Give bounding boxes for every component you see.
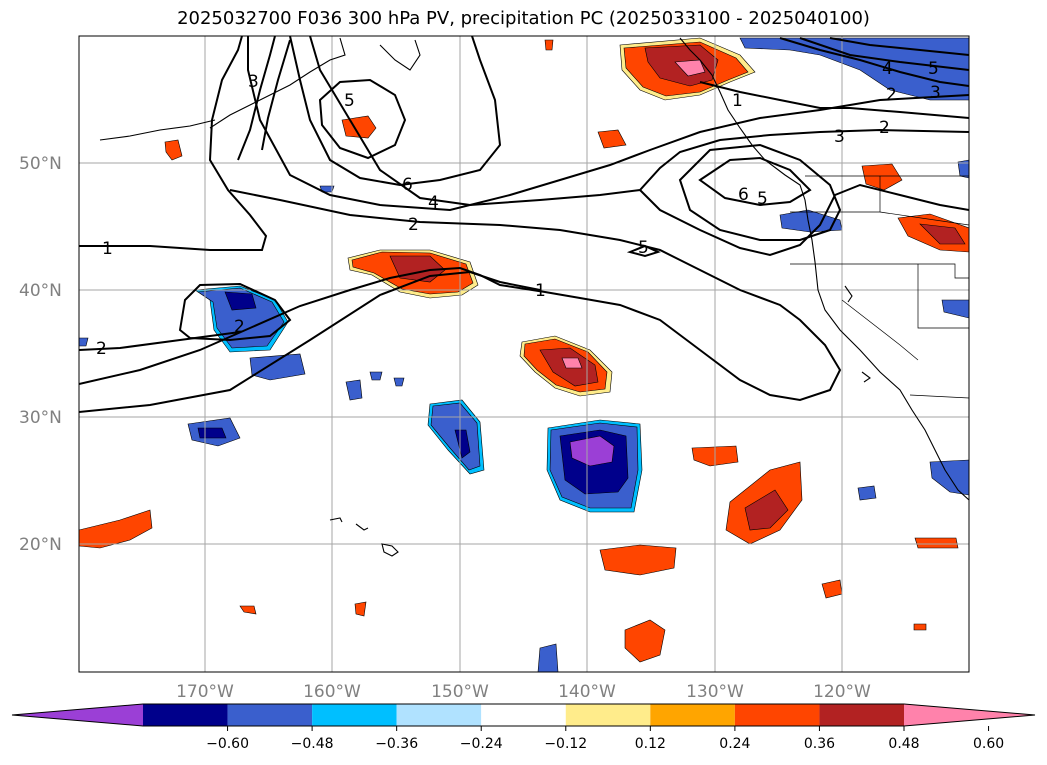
colorbar-tick-label: 0.48 [888, 736, 919, 752]
colorbar-segment [312, 704, 397, 726]
contour-label: 1 [102, 239, 113, 259]
colorbar-segment [143, 704, 228, 726]
lon-label: 140°W [558, 682, 616, 702]
contour-label: 2 [408, 215, 419, 235]
colorbar-tick-label: −0.60 [206, 736, 249, 752]
contour-label: 3 [834, 127, 845, 147]
lon-label: 130°W [686, 682, 744, 702]
lat-label: 30°N [19, 408, 62, 428]
lon-label: 170°W [176, 682, 234, 702]
colorbar-segment [481, 704, 566, 726]
colorbar-tick-label: −0.36 [375, 736, 418, 752]
contour-label: 2 [879, 118, 890, 138]
contour-label: 5 [757, 189, 768, 209]
lat-label: 50°N [19, 154, 62, 174]
lon-label: 150°W [431, 682, 489, 702]
colorbar-segment [819, 704, 904, 726]
colorbar-tick-label: −0.12 [544, 736, 587, 752]
contour-label: 3 [930, 83, 941, 103]
lon-label: 160°W [303, 682, 361, 702]
colorbar-tick-label: −0.48 [291, 736, 334, 752]
colorbar-tick-label: 0.24 [719, 736, 750, 752]
colorbar-segment [396, 704, 482, 726]
contour-label: 6 [402, 175, 413, 195]
colorbar-tick-label: 0.36 [804, 736, 835, 752]
pv-contour-labels: 3 5 6 4 2 1 2 2 1 3 2 4 5 2 3 6 5 5 1 [96, 59, 941, 359]
colorbar-extend-low [12, 704, 143, 726]
contour-label: 5 [344, 91, 355, 111]
contour-label: 2 [886, 85, 897, 105]
colorbar-tick-label: 0.60 [973, 736, 1004, 752]
contour-label: 5 [638, 238, 649, 258]
colorbar-segment [565, 704, 651, 726]
colorbar-tick-label: 0.12 [635, 736, 666, 752]
contour-label: 3 [248, 72, 259, 92]
colorbar-outline [11, 703, 1036, 727]
map-frame [78, 35, 970, 673]
colorbar-tick-label: −0.24 [460, 736, 503, 752]
contour-label: 1 [535, 281, 546, 301]
colorbar-extend-high [904, 704, 1035, 726]
political-borders [790, 175, 969, 399]
map-title: 2025032700 F036 300 hPa PV, precipitatio… [177, 8, 870, 29]
lat-label: 20°N [19, 535, 62, 555]
colorbar: −0.60 −0.48 −0.36 −0.24 −0.12 0.12 0.24 0.36 0.4… [11, 703, 1036, 752]
contour-label: 5 [928, 59, 939, 79]
lon-label: 120°W [813, 682, 871, 702]
colorbar-segment [650, 704, 735, 726]
contour-label: 1 [732, 91, 743, 111]
contour-label: 6 [738, 185, 749, 205]
contour-label: 4 [428, 193, 439, 213]
colorbar-segment [734, 704, 820, 726]
latitude-labels: 50°N 40°N 30°N 20°N [19, 154, 62, 555]
lat-label: 40°N [19, 281, 62, 301]
pv-contours [79, 36, 969, 413]
contour-label: 4 [882, 59, 893, 79]
contour-label: 2 [96, 339, 107, 359]
colorbar-segment [227, 704, 313, 726]
precip-negative-areas [79, 37, 969, 672]
longitude-labels: 170°W 160°W 150°W 140°W 130°W 120°W [176, 682, 871, 702]
gridlines [79, 36, 969, 672]
contour-label: 2 [234, 317, 245, 337]
